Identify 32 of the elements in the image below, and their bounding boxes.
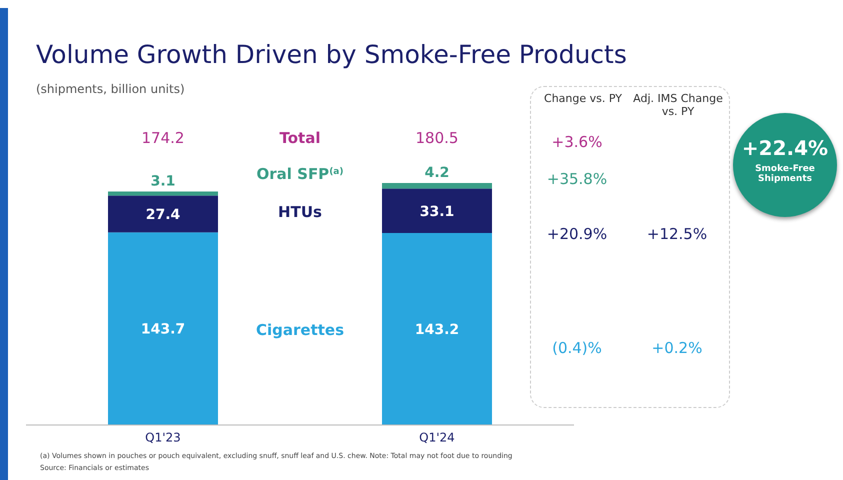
bar (108, 232, 218, 425)
data-label: 143.7 (140, 322, 186, 338)
bar (382, 183, 492, 189)
text: +3.6% (550, 133, 604, 151)
text: Smoke-Free Shipments (754, 164, 816, 184)
bar (108, 196, 218, 232)
text: Total (280, 129, 320, 147)
annotation: (0.4)% (551, 339, 603, 357)
data-label: 4.2 (424, 165, 450, 181)
text: +22.4% (740, 136, 830, 160)
annotation: +20.9% (546, 225, 608, 243)
text: +12.5% (646, 225, 708, 243)
total-label: 174.2 (142, 129, 184, 147)
bar (382, 188, 492, 234)
data-label: 33.1 (420, 204, 454, 220)
chart-subtitle: (shipments, billion units) (36, 82, 185, 96)
text: HTUs (278, 202, 322, 221)
bar (382, 233, 492, 425)
x-tick-label: Q1'24 (419, 430, 455, 445)
text: Change vs. PY (543, 92, 623, 105)
total-label: 180.5 (416, 129, 458, 147)
data-label: 27.4 (146, 206, 181, 223)
text: Cigarettes (256, 321, 344, 340)
text: Adj. IMS Change vs. PY (632, 92, 724, 118)
x-tick-label: Q1'23 (145, 430, 181, 445)
annotation: +35.8% (546, 170, 608, 188)
data-label: 3.1 (150, 173, 176, 190)
bar (108, 191, 218, 196)
text: +0.2% (650, 339, 704, 357)
data-label: 143.2 (414, 322, 460, 338)
text: Oral SFP$^{(a)}$ (256, 165, 344, 183)
chart-title: Volume Growth Driven by Smoke-Free Products (36, 40, 627, 69)
